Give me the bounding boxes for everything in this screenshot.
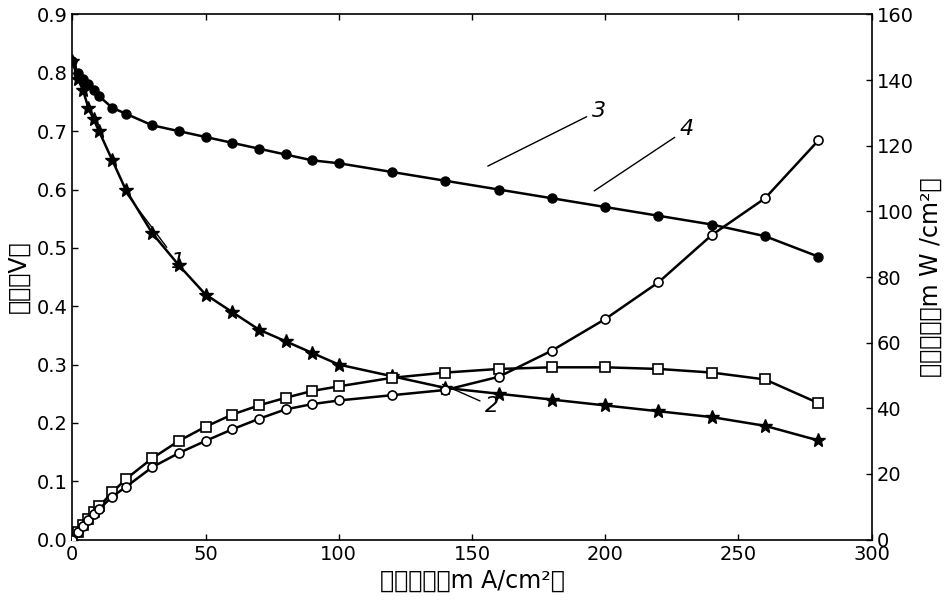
X-axis label: 电流密度（m A/cm²）: 电流密度（m A/cm²） [380,569,564,593]
Text: 4: 4 [594,119,694,191]
Y-axis label: 功率密度（m W /cm²）: 功率密度（m W /cm²） [919,177,943,377]
Text: 3: 3 [487,101,606,166]
Text: 2: 2 [443,385,500,416]
Y-axis label: 电压（V）: 电压（V） [7,241,31,313]
Text: 1: 1 [127,194,185,272]
